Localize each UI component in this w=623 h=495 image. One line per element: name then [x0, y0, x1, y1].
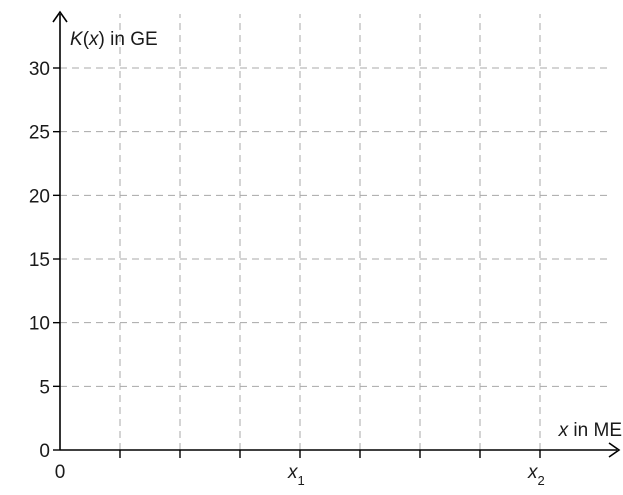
y-tick-label: 10: [29, 314, 50, 335]
axes: [52, 10, 621, 458]
y-tick-label: 15: [29, 250, 50, 271]
x-axis-arrow-icon: [608, 442, 621, 458]
y-axis-title: K(x) in GE: [70, 29, 158, 50]
x-tick-label: x2: [527, 462, 545, 488]
x-tick-var: x: [287, 462, 299, 483]
x-tick-label: 0: [55, 462, 66, 483]
grid: [60, 14, 612, 450]
y-axis-arrow-icon: [52, 10, 68, 23]
y-tick-label: 25: [29, 123, 50, 144]
y-tick-label: 30: [29, 59, 50, 80]
x-axis-title: x in ME: [558, 420, 622, 441]
y-tick-label: 5: [39, 377, 50, 398]
x-tick-subscript: 1: [298, 473, 305, 488]
y-tick-label: 20: [29, 186, 50, 207]
x-tick-subscript: 2: [538, 473, 545, 488]
y-tick-label: 0: [39, 441, 50, 462]
x-tick-var: x: [527, 462, 539, 483]
x-tick-label: x1: [287, 462, 305, 488]
